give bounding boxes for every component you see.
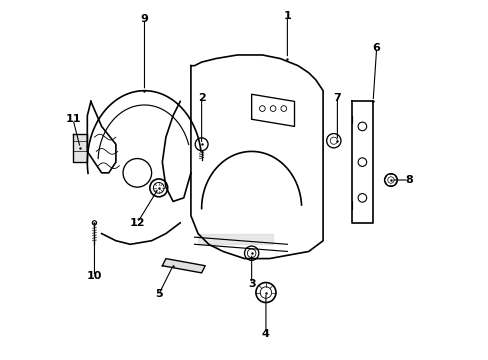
Text: 8: 8 [404, 175, 412, 185]
Text: 2: 2 [197, 93, 205, 103]
Polygon shape [73, 134, 87, 162]
Text: 5: 5 [155, 289, 162, 299]
Text: 1: 1 [283, 11, 291, 21]
Text: 9: 9 [140, 14, 148, 24]
Text: 12: 12 [129, 218, 145, 228]
Polygon shape [162, 258, 205, 273]
Text: 6: 6 [372, 43, 380, 53]
Text: 3: 3 [247, 279, 255, 289]
Text: 4: 4 [262, 329, 269, 339]
Text: 11: 11 [65, 114, 81, 124]
Text: 7: 7 [333, 93, 341, 103]
Text: 10: 10 [86, 271, 102, 282]
